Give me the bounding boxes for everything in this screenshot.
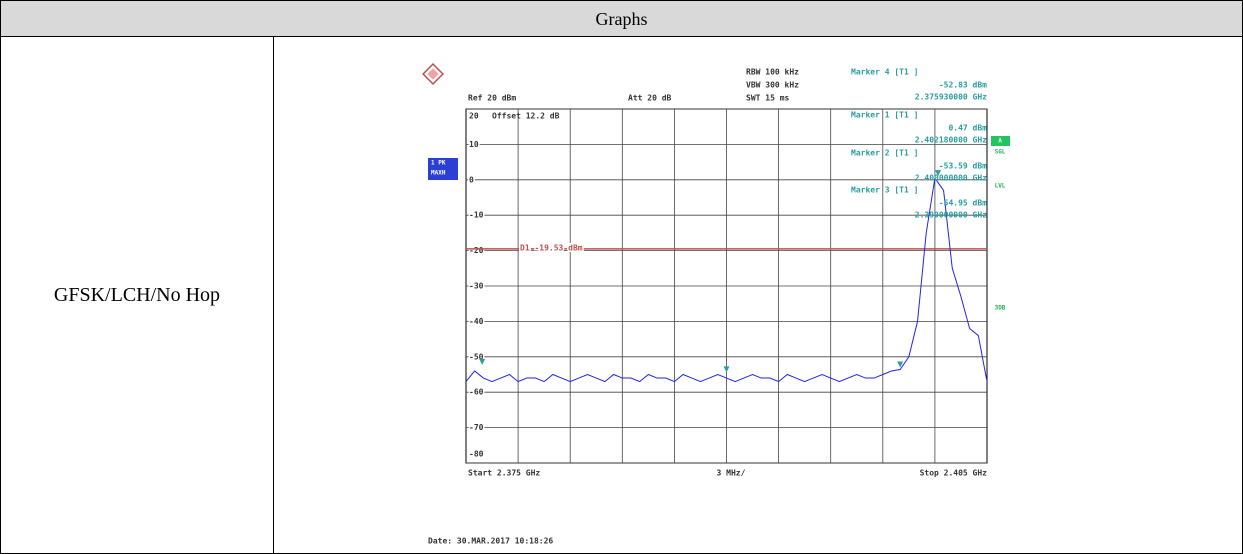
span-label: 3 MHz/ [717,469,746,478]
y-tick-label: -80 [469,450,484,459]
ref-level: Ref 20 dBm [468,94,516,103]
trace-label: 1 PK [431,160,446,167]
side-label: A [998,138,1002,145]
trace-box [428,158,458,180]
marker-name: Marker 1 [T1 ] [851,111,918,120]
side-label: SGL [995,149,1006,156]
marker-frequency: 2.390000000 GHz [915,211,987,220]
marker-frequency: 2.400000000 GHz [915,174,987,183]
y-tick-label: -20 [469,246,484,255]
y-tick-label: -30 [469,282,484,291]
attenuation: Att 20 dB [628,94,672,103]
side-label: LVL [995,183,1006,190]
marker-frequency: 2.402180000 GHz [915,136,987,145]
y-tick-label: 0 [469,175,474,184]
y-tick-label: -10 [469,211,484,220]
setting: VBW 300 kHz [746,81,799,90]
y-tick-label: -40 [469,317,484,326]
side-label: 3DB [995,305,1006,312]
y-tick-label: -60 [469,388,484,397]
trace-label: MAXH [431,170,446,177]
marker-level: 0.47 dBm [948,124,987,133]
date-label: Date: 30.MAR.2017 10:18:26 [428,537,553,546]
table-header: Graphs [0,0,1243,37]
stop-label: Stop 2.405 GHz [920,469,988,478]
setting: RBW 100 kHz [746,68,799,77]
side-box [991,136,1010,146]
marker [897,361,904,368]
marker-level: -52.83 dBm [939,81,987,90]
marker-level: -54.95 dBm [939,199,987,208]
rs-logo [422,63,444,85]
marker-name: Marker 3 [T1 ] [851,186,918,195]
trace [465,176,988,383]
setting: SWT 15 ms [746,94,790,103]
start-label: Start 2.375 GHz [468,469,540,478]
marker-frequency: 2.375930000 GHz [915,93,987,102]
marker-level: -53.59 dBm [939,162,987,171]
marker [723,366,730,373]
offset: Offset 12.2 dB [492,112,560,121]
marker-name: Marker 2 [T1 ] [851,149,918,158]
marker-name: Marker 4 [T1 ] [851,68,918,77]
y-tick-label: -70 [469,423,484,432]
marker [935,170,942,177]
display-line-label: D1 -19.53 dBm [520,243,583,252]
y-tick-label: 20 [469,112,479,121]
y-tick-label: 10 [469,140,479,149]
marker [479,358,486,365]
